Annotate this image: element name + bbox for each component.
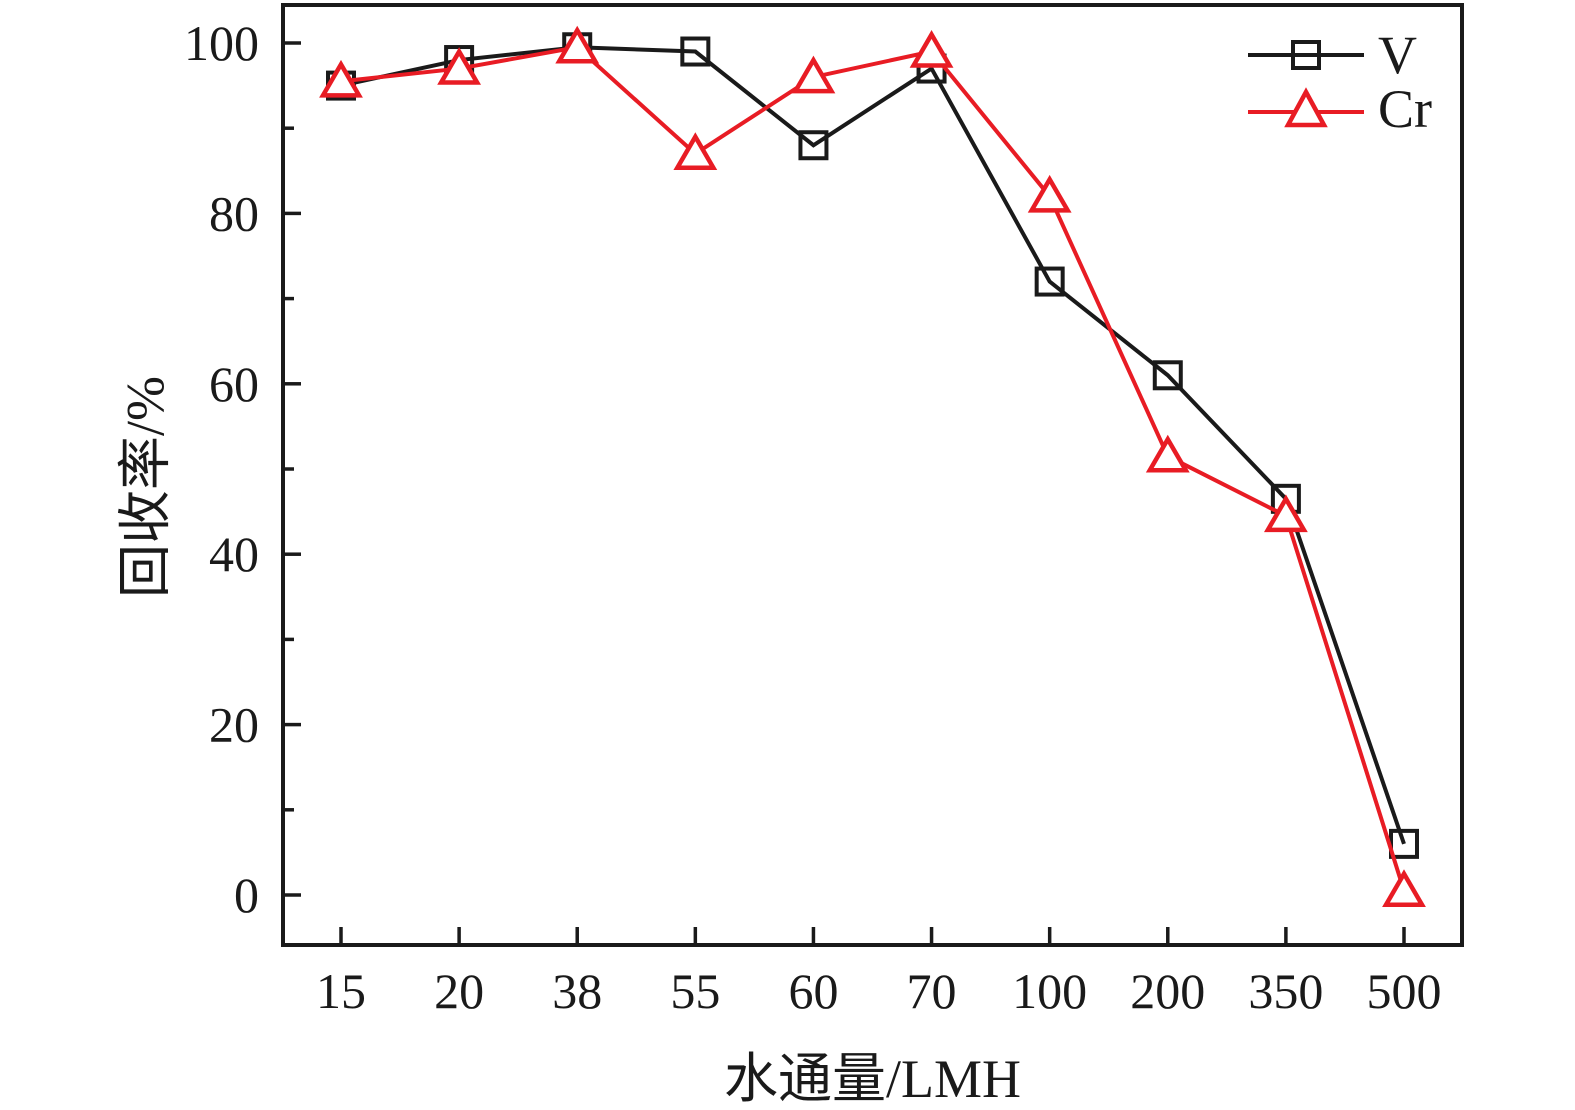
square-marker (680, 36, 711, 67)
x-tick-label: 38 (552, 963, 602, 1019)
y-tick-label: 20 (209, 697, 259, 753)
x-tick-label: 20 (434, 963, 484, 1019)
x-axis-title: 水通量/LMH (724, 1049, 1021, 1109)
y-tick-label: 60 (209, 356, 259, 412)
triangle-marker (1263, 494, 1308, 533)
y-axis-ticks (285, 41, 301, 897)
x-tick-label: 100 (1012, 963, 1087, 1019)
plot-frame (281, 3, 1464, 947)
y-tick-label: 80 (209, 185, 259, 241)
series-Cr (319, 25, 1426, 907)
series-line-V (340, 45, 1406, 845)
x-tick-label: 350 (1248, 963, 1323, 1019)
y-tick-label: 100 (184, 15, 259, 71)
square-marker (1152, 360, 1183, 391)
x-tick-label: 55 (670, 963, 720, 1019)
series-line-Cr (340, 45, 1406, 892)
triangle-marker (1382, 869, 1426, 907)
x-tick-label: 500 (1367, 963, 1442, 1019)
triangle-marker (1145, 434, 1190, 473)
x-axis-tick-labels: 15 20 38 55 60 70 100 200 350 500 (316, 963, 1442, 1019)
legend-label-v: V (1378, 25, 1417, 85)
y-tick-label: 0 (234, 867, 259, 923)
legend-label-cr: Cr (1378, 79, 1432, 139)
square-marker (798, 130, 829, 161)
x-tick-label: 200 (1130, 963, 1205, 1019)
y-tick-label: 40 (209, 526, 259, 582)
series-V (326, 32, 1419, 859)
x-tick-label: 15 (316, 963, 366, 1019)
triangle-marker (319, 59, 363, 98)
triangle-marker (909, 30, 954, 68)
legend-item-v: V (1246, 28, 1432, 82)
x-tick-label: 70 (907, 963, 957, 1019)
x-axis-ticks (339, 927, 1406, 943)
legend: V Cr (1246, 28, 1432, 136)
triangle-marker (1027, 174, 1072, 213)
legend-square-marker-icon (1291, 40, 1321, 70)
y-axis-tick-labels: 0 20 40 60 80 100 (184, 15, 259, 923)
triangle-marker (791, 55, 836, 94)
legend-key-cr (1248, 87, 1364, 128)
x-tick-label: 60 (788, 963, 838, 1019)
triangle-marker (555, 25, 600, 64)
legend-key-v (1248, 40, 1364, 70)
legend-item-cr: Cr (1246, 82, 1432, 136)
y-axis-title: 回收率/% (115, 376, 176, 598)
legend-triangle-marker-icon (1284, 87, 1328, 128)
triangle-marker (437, 47, 482, 85)
triangle-marker (673, 132, 718, 171)
square-marker (1034, 266, 1065, 297)
